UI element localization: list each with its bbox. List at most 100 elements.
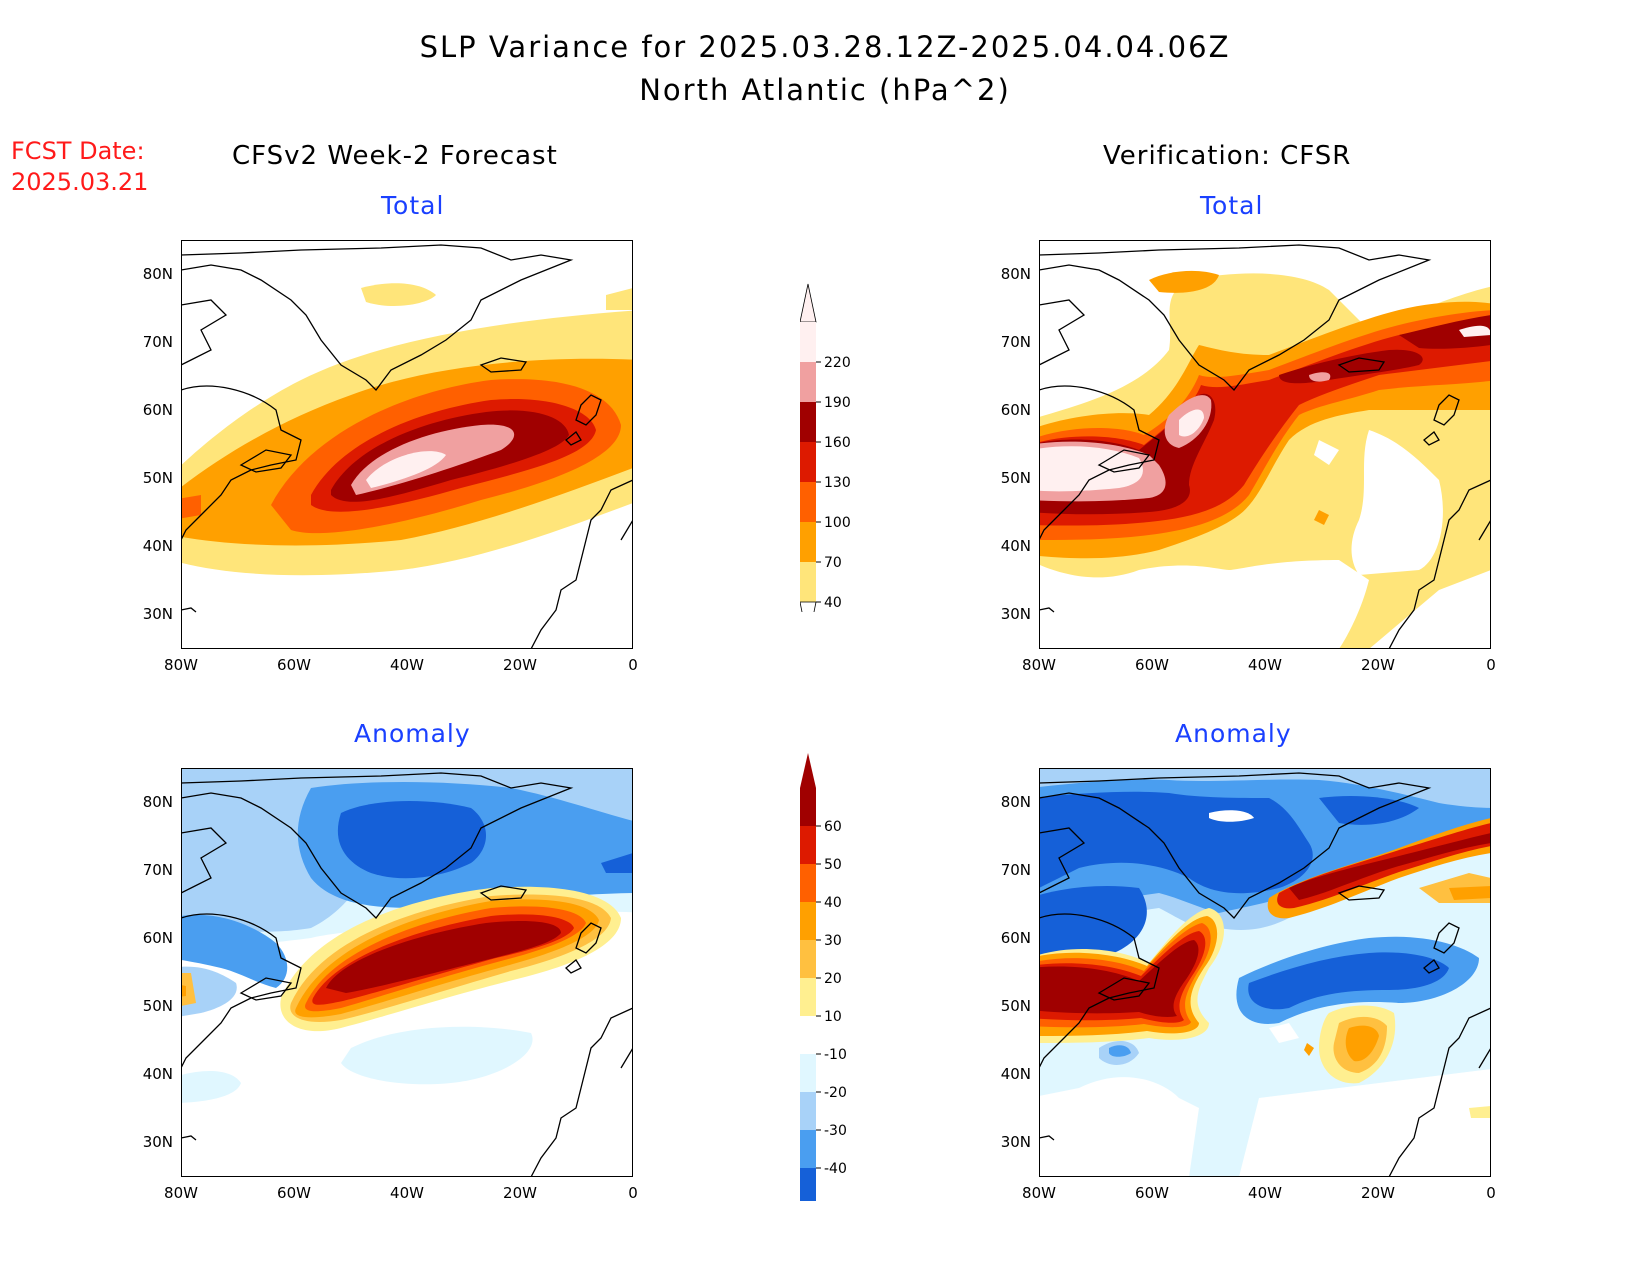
colorbar-segment xyxy=(800,788,816,826)
verification-anomaly-frame xyxy=(1039,768,1491,1177)
lat-tick-label: 30N xyxy=(142,1133,173,1151)
colorbar-segment xyxy=(800,522,816,562)
colorbar-segment xyxy=(800,978,816,1016)
total-colorbar: 220 190 160 130 100 70 40 xyxy=(799,282,870,643)
colorbar-label: 40 xyxy=(824,595,842,611)
verification-anomaly-title: Anomaly xyxy=(1175,719,1292,748)
lon-tick-label: 40W xyxy=(1248,656,1282,674)
lat-tick-label: 30N xyxy=(142,605,173,623)
verification-total-title: Total xyxy=(1200,191,1264,220)
colorbar-label: -10 xyxy=(824,1047,847,1063)
colorbar-segment xyxy=(800,940,816,978)
lon-tick-label: 60W xyxy=(1135,656,1169,674)
colorbar-label: 100 xyxy=(824,515,851,531)
verification-anomaly-map xyxy=(1039,768,1491,1177)
forecast-total-title: Total xyxy=(381,191,445,220)
lon-tick-label: 0 xyxy=(1486,1184,1496,1202)
colorbar-segment xyxy=(800,482,816,522)
colorbar-cap-bottom xyxy=(799,601,817,643)
lon-tick-label: 80W xyxy=(1022,656,1056,674)
colorbar-segment xyxy=(800,362,816,402)
lat-tick-label: 40N xyxy=(1000,1065,1031,1083)
lon-tick-label: 40W xyxy=(1248,1184,1282,1202)
colorbar-label: 20 xyxy=(824,971,842,987)
lon-tick-label: 60W xyxy=(277,656,311,674)
lon-tick-label: 80W xyxy=(1022,1184,1056,1202)
lat-tick-label: 50N xyxy=(142,997,173,1015)
forecast-column-title: CFSv2 Week-2 Forecast xyxy=(232,141,558,171)
colorbar-segment xyxy=(800,864,816,902)
colorbar-label: 160 xyxy=(824,435,851,451)
lat-tick-label: 80N xyxy=(142,793,173,811)
colorbar-label: 40 xyxy=(824,895,842,911)
fcst-date-value: 2025.03.21 xyxy=(11,168,149,196)
verification-column-title: Verification: CFSR xyxy=(1103,141,1352,171)
lat-tick-label: 30N xyxy=(1000,1133,1031,1151)
lat-tick-label: 50N xyxy=(142,469,173,487)
forecast-anomaly-title: Anomaly xyxy=(354,719,471,748)
colorbar-segment xyxy=(800,442,816,482)
lon-tick-label: 20W xyxy=(503,656,537,674)
lon-tick-label: 40W xyxy=(390,1184,424,1202)
lat-tick-label: 30N xyxy=(1000,605,1031,623)
lat-tick-label: 80N xyxy=(1000,793,1031,811)
forecast-total-frame xyxy=(181,240,633,649)
colorbar-label: 30 xyxy=(824,933,842,949)
forecast-anomaly-map xyxy=(181,768,633,1177)
lat-tick-label: 70N xyxy=(1000,861,1031,879)
colorbar-label: -40 xyxy=(824,1161,847,1177)
anomaly-colorbar: 60 50 40 30 20 10 -10 -20 -30 -40 xyxy=(800,751,870,1244)
lat-tick-label: 70N xyxy=(142,333,173,351)
verification-total-frame xyxy=(1039,240,1491,649)
colorbar-label: 50 xyxy=(824,857,842,873)
lat-tick-label: 80N xyxy=(142,265,173,283)
lon-tick-label: 0 xyxy=(628,1184,638,1202)
colorbar-segment xyxy=(800,322,816,362)
colorbar-label: 60 xyxy=(824,819,842,835)
lat-tick-label: 60N xyxy=(1000,929,1031,947)
lat-tick-label: 70N xyxy=(1000,333,1031,351)
lon-tick-label: 40W xyxy=(390,656,424,674)
colorbar-label: 130 xyxy=(824,475,851,491)
lon-tick-label: 80W xyxy=(164,1184,198,1202)
lat-tick-label: 50N xyxy=(1000,469,1031,487)
colorbar-label: 220 xyxy=(824,355,851,371)
colorbar-segment xyxy=(800,402,816,442)
colorbar-label: 10 xyxy=(824,1009,842,1025)
lat-tick-label: 60N xyxy=(142,929,173,947)
colorbar-segment xyxy=(800,1168,816,1206)
lat-tick-label: 80N xyxy=(1000,265,1031,283)
lat-tick-label: 50N xyxy=(1000,997,1031,1015)
lon-tick-label: 60W xyxy=(1135,1184,1169,1202)
colorbar-segment xyxy=(800,902,816,940)
lat-tick-label: 40N xyxy=(1000,537,1031,555)
lat-tick-label: 60N xyxy=(1000,401,1031,419)
main-subtitle: North Atlantic (hPa^2) xyxy=(639,73,1011,107)
lat-tick-label: 70N xyxy=(142,861,173,879)
lat-tick-label: 60N xyxy=(142,401,173,419)
colorbar-label: 190 xyxy=(824,395,851,411)
lon-tick-label: 0 xyxy=(628,656,638,674)
lat-tick-label: 40N xyxy=(142,537,173,555)
colorbar-label: -30 xyxy=(824,1123,847,1139)
main-title: SLP Variance for 2025.03.28.12Z-2025.04.… xyxy=(419,30,1231,64)
fcst-date-label: FCST Date: xyxy=(11,137,145,165)
lon-tick-label: 80W xyxy=(164,656,198,674)
colorbar-segment xyxy=(800,1054,816,1092)
verification-total-map xyxy=(1039,240,1491,649)
lon-tick-label: 0 xyxy=(1486,656,1496,674)
colorbar-label: -20 xyxy=(824,1085,847,1101)
colorbar-label: 70 xyxy=(824,555,842,571)
colorbar-segment xyxy=(800,1130,816,1168)
lon-tick-label: 20W xyxy=(1361,1184,1395,1202)
colorbar-segment xyxy=(800,1016,816,1054)
colorbar-segment xyxy=(800,826,816,864)
colorbar-cap-top xyxy=(800,753,816,788)
colorbar-cap-top xyxy=(799,283,817,323)
forecast-anomaly-frame xyxy=(181,768,633,1177)
lon-tick-label: 60W xyxy=(277,1184,311,1202)
forecast-total-map xyxy=(181,240,633,649)
lon-tick-label: 20W xyxy=(1361,656,1395,674)
lat-tick-label: 40N xyxy=(142,1065,173,1083)
lon-tick-label: 20W xyxy=(503,1184,537,1202)
